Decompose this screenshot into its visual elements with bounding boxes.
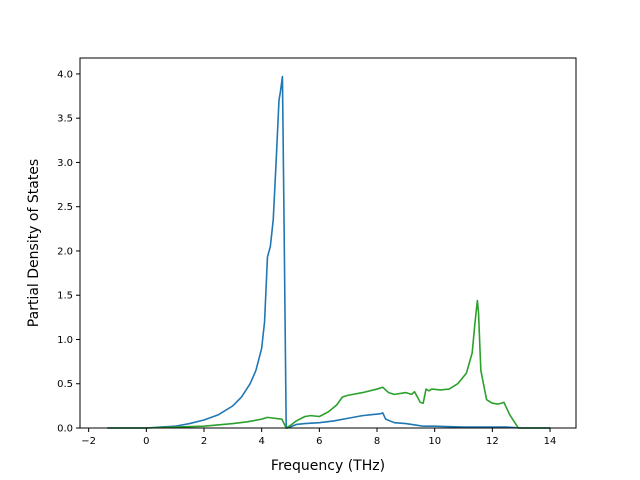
- series-layer: [107, 75, 551, 429]
- x-tick-label: 4: [258, 436, 264, 447]
- series-line-2: [107, 299, 551, 429]
- x-tick-label: 8: [374, 436, 380, 447]
- x-tick-label: −2: [81, 436, 96, 447]
- y-tick-label: 2.0: [57, 246, 73, 257]
- y-tick-label: 3.0: [57, 158, 73, 169]
- series-line-1: [107, 75, 551, 429]
- axes-frame: [79, 57, 577, 429]
- y-tick-label: 4.0: [57, 69, 73, 80]
- y-tick-label: 1.0: [57, 335, 73, 346]
- plot-area: [79, 57, 577, 429]
- x-tick-label: 12: [486, 436, 499, 447]
- x-tick-label: 0: [143, 436, 149, 447]
- y-tick-label: 3.5: [57, 114, 73, 125]
- y-tick-label: 0.0: [57, 424, 73, 435]
- x-axis-ticks: −2 0 2 4 6 8 10 12 14: [81, 428, 556, 447]
- y-tick-label: 1.5: [57, 291, 73, 302]
- y-tick-label: 0.5: [57, 379, 73, 390]
- x-tick-label: 14: [544, 436, 557, 447]
- x-tick-label: 6: [316, 436, 322, 447]
- y-axis-ticks: 0.0 0.5 1.0 1.5 2.0 2.5 3.0 3.5 4.0: [57, 69, 80, 435]
- y-axis-label: Partial Density of States: [26, 159, 42, 327]
- x-tick-label: 10: [428, 436, 441, 447]
- y-tick-label: 2.5: [57, 202, 73, 213]
- x-tick-label: 2: [201, 436, 207, 447]
- x-axis-label: Frequency (THz): [271, 458, 385, 474]
